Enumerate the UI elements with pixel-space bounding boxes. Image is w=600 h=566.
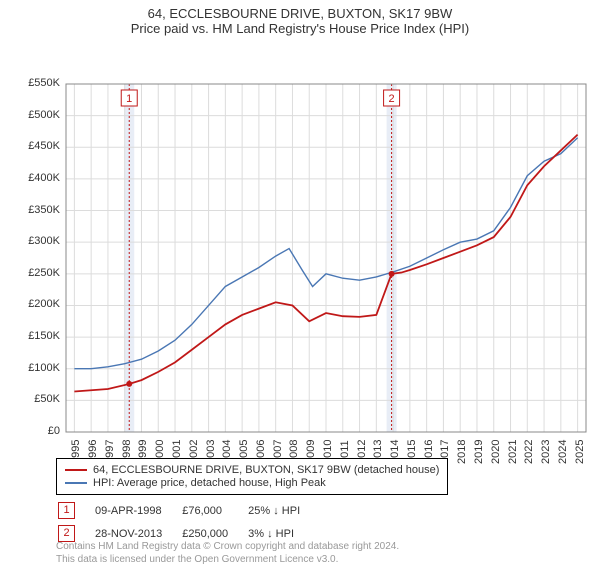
svg-text:1: 1 — [126, 93, 132, 105]
chart-title-subtitle: Price paid vs. HM Land Registry's House … — [0, 21, 600, 36]
y-axis-label: £400K — [14, 172, 60, 184]
event-price-1: £76,000 — [182, 502, 246, 523]
event-date-1: 09-APR-1998 — [95, 502, 180, 523]
y-axis-label: £550K — [14, 77, 60, 89]
event-marker-1: 1 — [58, 502, 75, 519]
chart-title-block: 64, ECCLESBOURNE DRIVE, BUXTON, SK17 9BW… — [0, 6, 600, 36]
y-axis-label: £250K — [14, 267, 60, 279]
footer-line-1: Contains HM Land Registry data © Crown c… — [56, 540, 399, 553]
y-axis-label: £200K — [14, 298, 60, 310]
footer-attribution: Contains HM Land Registry data © Crown c… — [56, 540, 399, 566]
event-delta-1: 25% ↓ HPI — [248, 502, 318, 523]
svg-text:2: 2 — [389, 93, 395, 105]
legend-swatch-property — [65, 469, 87, 471]
legend-label-property: 64, ECCLESBOURNE DRIVE, BUXTON, SK17 9BW… — [93, 464, 439, 476]
event-row-1: 1 09-APR-1998 £76,000 25% ↓ HPI — [58, 502, 318, 523]
legend-row-property: 64, ECCLESBOURNE DRIVE, BUXTON, SK17 9BW… — [65, 464, 439, 476]
y-axis-label: £500K — [14, 109, 60, 121]
y-axis-label: £350K — [14, 204, 60, 216]
y-axis-label: £50K — [14, 393, 60, 405]
x-axis-label: 2023 — [540, 440, 552, 464]
x-axis-label: 2021 — [507, 440, 519, 464]
chart-legend: 64, ECCLESBOURNE DRIVE, BUXTON, SK17 9BW… — [56, 458, 448, 495]
y-axis-label: £100K — [14, 362, 60, 374]
legend-swatch-hpi — [65, 482, 87, 484]
x-axis-label: 2024 — [557, 440, 569, 464]
chart-area: 1 2 £0 £50K £100K £150K £200K £250K £300K £350K £4… — [10, 40, 590, 440]
y-axis-label: £300K — [14, 235, 60, 247]
x-axis-label: 2022 — [523, 440, 535, 464]
chart-title-address: 64, ECCLESBOURNE DRIVE, BUXTON, SK17 9BW — [0, 6, 600, 21]
y-axis-label: £450K — [14, 140, 60, 152]
legend-label-hpi: HPI: Average price, detached house, High… — [93, 477, 326, 489]
x-axis-label: 2019 — [473, 440, 485, 464]
x-axis-label: 2020 — [490, 440, 502, 464]
legend-row-hpi: HPI: Average price, detached house, High… — [65, 477, 439, 489]
x-axis-label: 2025 — [574, 440, 586, 464]
y-axis-label: £150K — [14, 330, 60, 342]
y-axis-label: £0 — [14, 425, 60, 437]
x-axis-label: 2018 — [456, 440, 468, 464]
